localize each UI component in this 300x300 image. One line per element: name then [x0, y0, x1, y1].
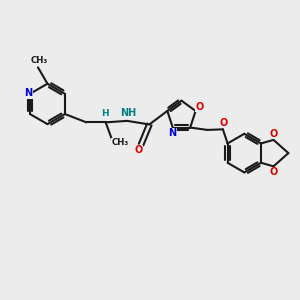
Text: CH₃: CH₃ — [112, 138, 129, 147]
Text: H: H — [101, 109, 109, 118]
Text: CH₃: CH₃ — [31, 56, 48, 65]
Text: O: O — [196, 102, 204, 112]
Text: O: O — [270, 129, 278, 139]
Text: O: O — [134, 145, 143, 155]
Text: N: N — [168, 128, 176, 139]
Text: O: O — [270, 167, 278, 177]
Text: NH: NH — [120, 108, 136, 118]
Text: N: N — [24, 88, 32, 98]
Text: O: O — [220, 118, 228, 128]
